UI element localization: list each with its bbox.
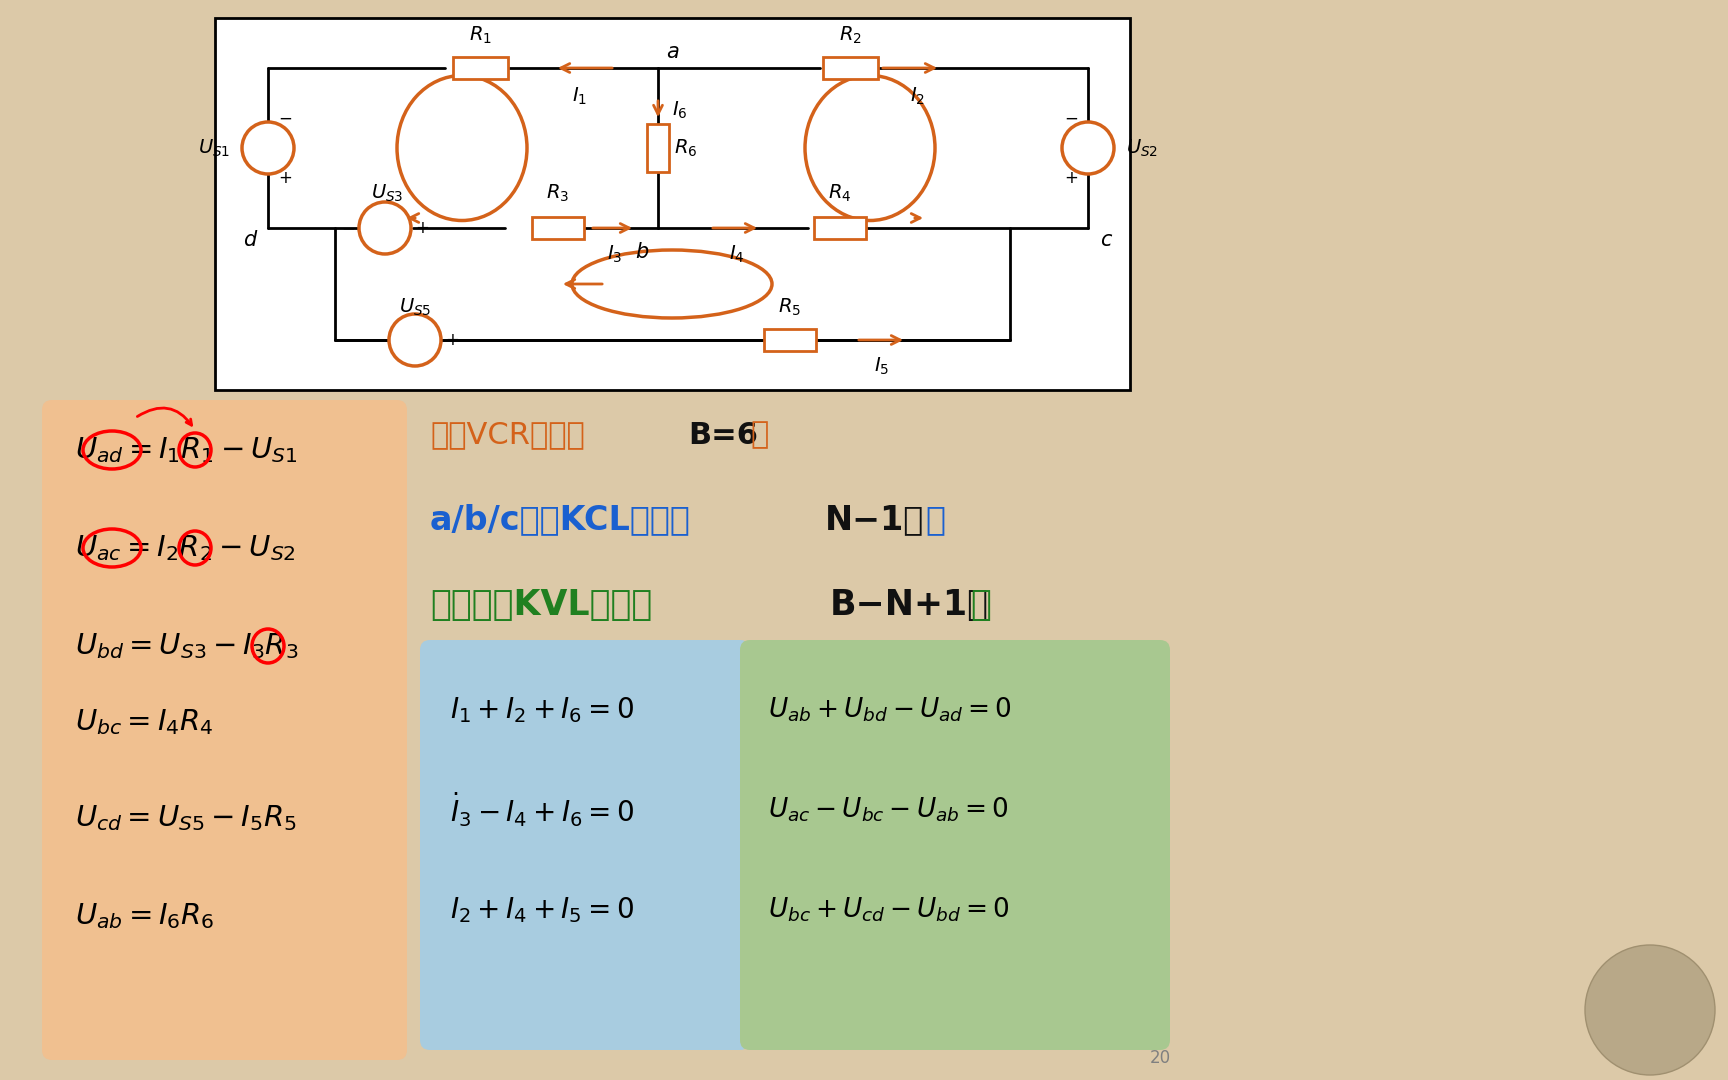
Text: $R_5$: $R_5$ xyxy=(779,297,802,318)
Text: $I_2$: $I_2$ xyxy=(911,86,926,107)
Text: $R_6$: $R_6$ xyxy=(674,137,698,159)
Text: $R_3$: $R_3$ xyxy=(546,183,570,204)
Text: $U_{bc} = I_4R_4$: $U_{bc} = I_4R_4$ xyxy=(74,707,213,737)
Text: $-$: $-$ xyxy=(1064,109,1078,127)
Text: 20: 20 xyxy=(1151,1049,1172,1067)
Circle shape xyxy=(242,122,294,174)
Bar xyxy=(532,217,584,239)
Bar xyxy=(214,18,1130,390)
Text: $U_{ac} - U_{bc} - U_{ab} = 0$: $U_{ac} - U_{bc} - U_{ab} = 0$ xyxy=(767,796,1009,824)
Text: $R_2$: $R_2$ xyxy=(838,25,861,46)
Text: d: d xyxy=(242,230,256,249)
FancyBboxPatch shape xyxy=(420,640,750,1050)
Text: $U_{bd} = U_{S3} - I_3R_3$: $U_{bd} = U_{S3} - I_3R_3$ xyxy=(74,631,299,661)
Text: b: b xyxy=(634,242,648,262)
FancyBboxPatch shape xyxy=(41,400,408,1059)
Text: B=6: B=6 xyxy=(688,420,759,449)
Text: $U_{S1}$: $U_{S1}$ xyxy=(197,137,230,159)
Text: $-$: $-$ xyxy=(372,330,385,349)
Text: $U_{ab} = I_6R_6$: $U_{ab} = I_6R_6$ xyxy=(74,901,214,931)
Text: N−1个: N−1个 xyxy=(824,503,924,537)
Text: $U_{ad} = I_1R_1 - U_{S1}$: $U_{ad} = I_1R_1 - U_{S1}$ xyxy=(74,435,297,464)
Text: $U_{bc} + U_{cd} - U_{bd} = 0$: $U_{bc} + U_{cd} - U_{bd} = 0$ xyxy=(767,895,1009,924)
Text: $I_6$: $I_6$ xyxy=(672,99,688,121)
Text: $U_{S2}$: $U_{S2}$ xyxy=(1127,137,1158,159)
Text: 独立回路KVL方程（: 独立回路KVL方程（ xyxy=(430,588,651,622)
Text: $U_{ac} = I_2R_2 - U_{S2}$: $U_{ac} = I_2R_2 - U_{S2}$ xyxy=(74,534,295,563)
Circle shape xyxy=(389,314,441,366)
Text: $I_5$: $I_5$ xyxy=(874,356,890,377)
Text: $U_{ab} + U_{bd} - U_{ad} = 0$: $U_{ab} + U_{bd} - U_{ad} = 0$ xyxy=(767,696,1013,725)
Text: ）: ） xyxy=(750,420,769,449)
Text: $U_{cd} = U_{S5} - I_5R_5$: $U_{cd} = U_{S5} - I_5R_5$ xyxy=(74,804,297,833)
Text: $-$: $-$ xyxy=(278,109,292,127)
Circle shape xyxy=(1063,122,1115,174)
Text: 支路VCR方程（: 支路VCR方程（ xyxy=(430,420,584,449)
FancyBboxPatch shape xyxy=(740,640,1170,1050)
Text: ）: ） xyxy=(969,588,990,622)
Text: a: a xyxy=(665,42,679,62)
Text: $+$: $+$ xyxy=(446,330,460,349)
Text: c: c xyxy=(1101,230,1111,249)
Text: $+$: $+$ xyxy=(1064,168,1078,187)
Text: $+$: $+$ xyxy=(415,219,429,237)
Bar xyxy=(814,217,866,239)
Text: $U_{S3}$: $U_{S3}$ xyxy=(372,183,403,204)
Text: $R_1$: $R_1$ xyxy=(468,25,491,46)
Text: $\dot{I}_3 - I_4 + I_6 = 0$: $\dot{I}_3 - I_4 + I_6 = 0$ xyxy=(449,791,634,829)
Text: a/b/c节点KCL方程（: a/b/c节点KCL方程（ xyxy=(430,503,691,537)
Text: $I_1$: $I_1$ xyxy=(572,86,588,107)
Bar xyxy=(453,57,508,79)
Text: $U_{S5}$: $U_{S5}$ xyxy=(399,297,432,318)
Circle shape xyxy=(359,202,411,254)
Text: $I_4$: $I_4$ xyxy=(729,244,745,266)
Text: $I_1 + I_2 + I_6 = 0$: $I_1 + I_2 + I_6 = 0$ xyxy=(449,696,634,725)
Circle shape xyxy=(1585,945,1714,1075)
Text: $I_2 + I_4 + I_5 = 0$: $I_2 + I_4 + I_5 = 0$ xyxy=(449,895,634,924)
Bar xyxy=(823,57,878,79)
Text: $R_4$: $R_4$ xyxy=(828,183,852,204)
Text: B−N+1个: B−N+1个 xyxy=(829,588,988,622)
Text: ）: ） xyxy=(924,503,945,537)
Bar xyxy=(646,124,669,172)
Text: $-$: $-$ xyxy=(340,219,354,237)
Text: $I_3$: $I_3$ xyxy=(607,244,622,266)
Text: $+$: $+$ xyxy=(278,168,292,187)
Bar xyxy=(764,329,816,351)
